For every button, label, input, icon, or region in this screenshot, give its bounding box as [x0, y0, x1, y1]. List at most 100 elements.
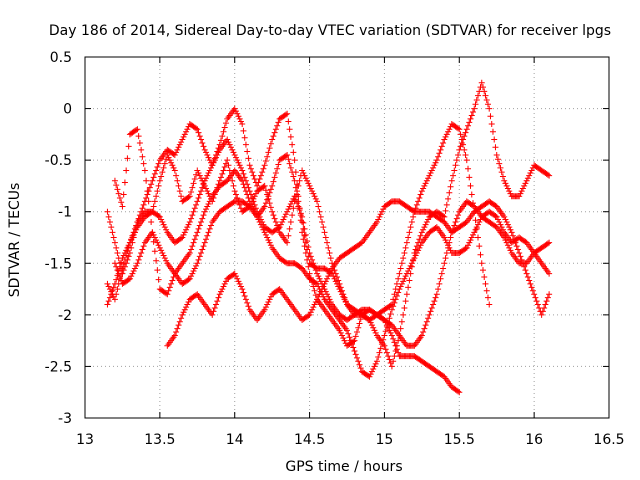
data-point [145, 198, 152, 205]
data-point [287, 200, 294, 207]
data-point [518, 188, 525, 195]
data-point [189, 184, 196, 191]
data-point [445, 244, 452, 251]
data-point [522, 267, 529, 274]
data-point [407, 262, 414, 269]
data-point [275, 161, 282, 168]
data-point [301, 225, 308, 232]
data-point [380, 336, 387, 343]
data-point [289, 198, 296, 205]
data-point [239, 121, 246, 128]
data-point [448, 229, 455, 236]
data-point [196, 253, 203, 260]
data-point [183, 128, 190, 135]
data-point [311, 263, 318, 270]
data-point [280, 216, 287, 223]
data-point [321, 229, 328, 236]
data-point [118, 259, 125, 266]
data-point [203, 206, 210, 213]
data-point [216, 291, 223, 298]
axes: 13 13.5 14 14.5 15 15.5 16 16.5 0.5 0 -0.5 -1 -1.5 -2… [45, 50, 625, 448]
data-point [270, 212, 277, 219]
data-point [123, 247, 130, 254]
data-point [403, 239, 410, 246]
data-point [388, 363, 395, 370]
data-point [522, 180, 529, 187]
data-point [420, 185, 427, 192]
data-point [155, 182, 162, 189]
data-point [355, 324, 362, 331]
data-point [208, 195, 215, 202]
data-point [502, 216, 509, 223]
data-point [144, 188, 151, 195]
data-point [300, 236, 307, 243]
data-point [488, 121, 495, 128]
data-point [129, 234, 136, 241]
data-point [421, 182, 428, 189]
data-point [274, 122, 281, 129]
data-point [286, 203, 293, 210]
data-point [327, 268, 334, 275]
data-point [186, 219, 193, 226]
data-point [139, 153, 146, 160]
data-point [155, 242, 162, 249]
data-point [277, 221, 284, 228]
data-point [164, 151, 171, 158]
data-point [523, 270, 530, 277]
data-point [188, 273, 195, 280]
data-point [199, 246, 206, 253]
data-point [163, 257, 170, 264]
data-point [282, 111, 289, 118]
data-point [402, 298, 409, 305]
data-point [531, 291, 538, 298]
data-point [285, 118, 292, 125]
data-point [455, 388, 462, 395]
data-point [472, 101, 479, 108]
series-sat-6 [104, 136, 553, 349]
data-point [161, 224, 168, 231]
data-point [114, 272, 121, 279]
data-point [115, 190, 122, 197]
data-point [378, 208, 385, 215]
data-point [260, 221, 267, 228]
plot-frame [84, 56, 610, 419]
data-point [513, 243, 520, 250]
data-point [483, 96, 490, 103]
data-point [312, 195, 319, 202]
data-point [300, 170, 307, 177]
data-point [264, 234, 271, 241]
data-point [430, 301, 437, 308]
data-point [373, 219, 380, 226]
data-point [290, 173, 297, 180]
data-point [372, 329, 379, 336]
data-point [396, 286, 403, 293]
data-point [181, 229, 188, 236]
data-point [292, 196, 299, 203]
data-point [240, 170, 247, 177]
data-point [489, 128, 496, 135]
data-point [336, 327, 343, 334]
data-point [141, 167, 148, 174]
data-point [240, 127, 247, 134]
data-point [319, 280, 326, 287]
data-point [445, 128, 452, 135]
data-point [416, 194, 423, 201]
data-point [168, 280, 175, 287]
data-point [183, 226, 190, 233]
data-point [116, 263, 123, 270]
data-point [324, 275, 331, 282]
data-point [195, 225, 202, 232]
data-point [121, 179, 128, 186]
data-point [247, 165, 254, 172]
data-point [390, 303, 397, 310]
data-point [206, 167, 213, 174]
data-point [542, 301, 549, 308]
data-point [406, 277, 413, 284]
data-point [171, 332, 178, 339]
data-point [241, 134, 248, 141]
data-point [450, 172, 457, 179]
data-point [138, 146, 145, 153]
data-point [380, 206, 387, 213]
data-point [425, 216, 432, 223]
data-point [423, 318, 430, 325]
